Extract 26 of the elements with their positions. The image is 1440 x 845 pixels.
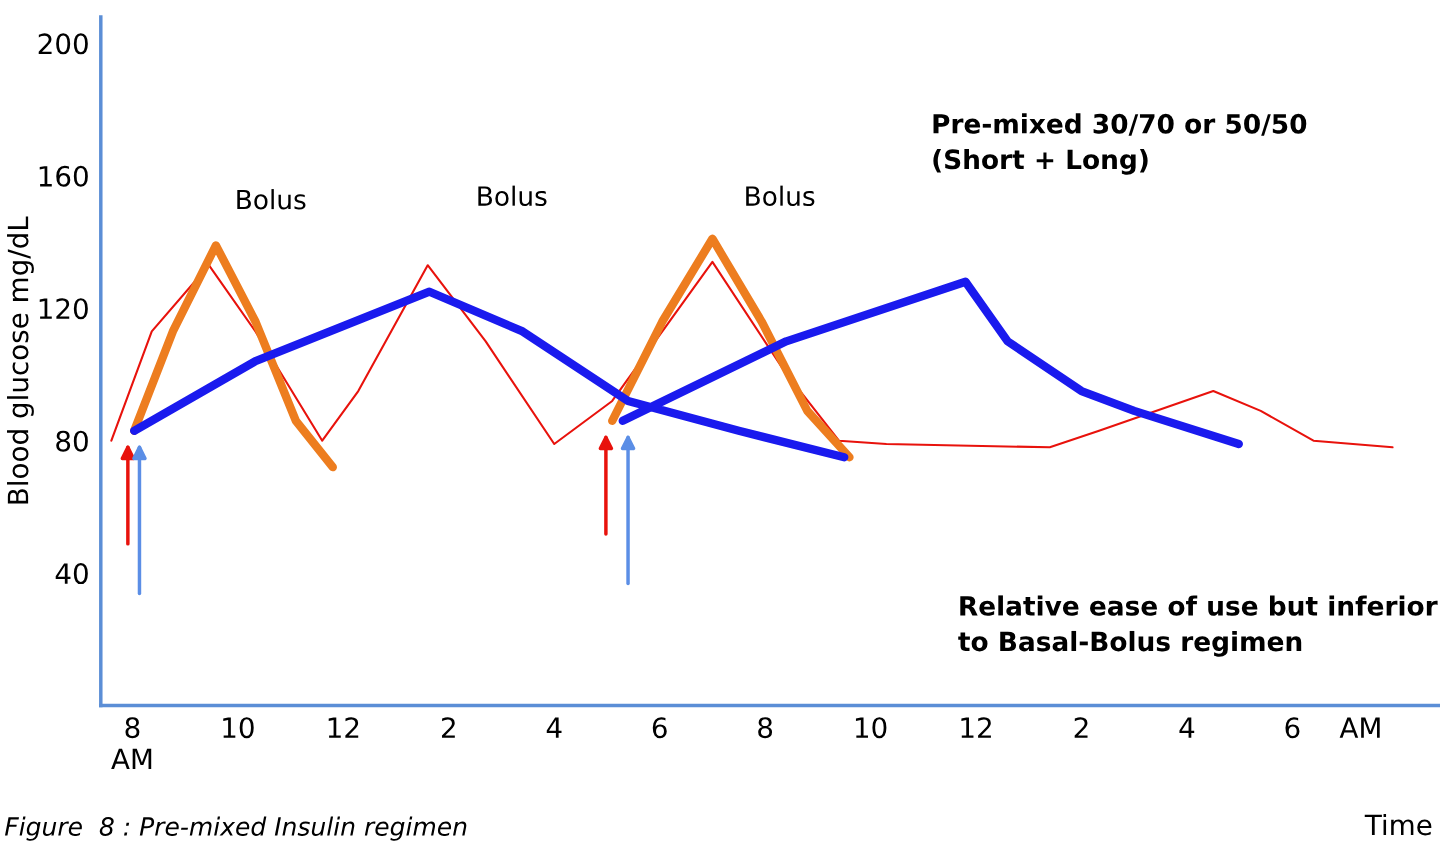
y-tick-label: 80	[56, 430, 88, 452]
annotation: Bolus	[237, 189, 306, 210]
x-tick-label: 4	[1179, 717, 1195, 738]
y-tick-label: 160	[39, 165, 88, 187]
x-tick-label: 4	[546, 717, 562, 738]
x-tick-label: 8	[758, 717, 773, 739]
x-axis-title: Time	[1364, 813, 1432, 836]
annotation: Relative ease of use but inferior to Basal-Bolus regimen	[958, 595, 1438, 657]
caption: Figure 8 : Pre-mixed Insulin regimen	[4, 816, 467, 841]
x-tick-label: 12	[961, 717, 991, 738]
x-tick-label: 2	[1074, 717, 1088, 738]
annotation: Pre-mixed 30/70 or 50/50 (Short + Long)	[933, 113, 1307, 175]
x-tick-label: 8 AM	[111, 717, 152, 769]
y-tick-label: 40	[55, 563, 88, 585]
annotation: Bolus	[478, 185, 547, 207]
y-tick-label: 120	[39, 298, 88, 320]
x-tick-label: 6	[652, 717, 667, 739]
y-tick-label: 200	[38, 33, 88, 55]
x-tick-label: 10	[223, 717, 254, 739]
y-axis-title: Blood glucose mg/dL	[7, 216, 34, 504]
x-tick-label: AM	[1339, 717, 1380, 738]
x-tick-label: 12	[328, 717, 359, 738]
annotation: Bolus	[746, 185, 815, 207]
x-tick-label: 10	[855, 717, 887, 739]
x-tick-label: 6	[1285, 717, 1300, 739]
x-tick-label: 2	[441, 717, 455, 738]
